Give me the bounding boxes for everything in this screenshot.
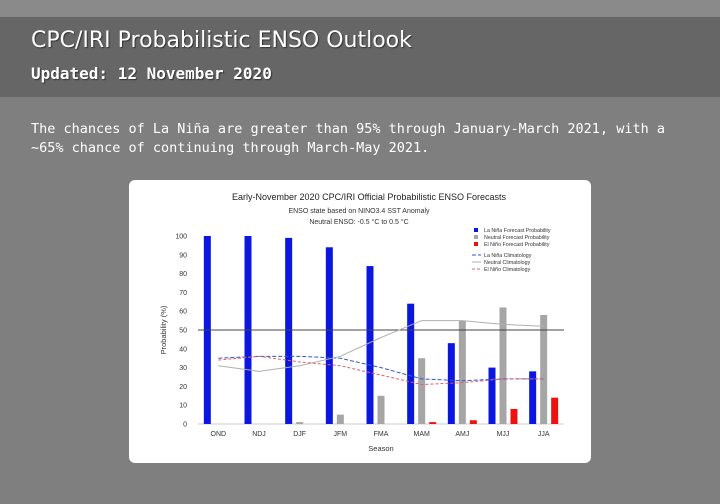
slide-title: CPC/IRI Probabilistic ENSO Outlook — [31, 28, 412, 53]
bar-la-nina — [285, 237, 293, 424]
y-tick-label: 100 — [175, 234, 187, 241]
bar-neutral — [540, 314, 548, 424]
x-tick-label: JJA — [538, 431, 550, 438]
bar-el-nino — [469, 420, 477, 424]
x-tick-label: DJF — [293, 431, 306, 438]
bar-la-nina — [488, 367, 496, 424]
y-tick-label: 10 — [179, 403, 187, 410]
slide-subtitle: Updated: 12 November 2020 — [31, 64, 272, 83]
bar-neutral — [377, 395, 385, 424]
bar-el-nino — [551, 397, 559, 424]
x-tick-label: JFM — [334, 431, 348, 438]
legend-label: Neutral Climatology — [484, 260, 531, 266]
legend-label: La Niña Forecast Probability — [484, 228, 551, 234]
slide-top-bar — [0, 0, 720, 17]
header-band — [0, 17, 720, 97]
body-text: The chances of La Niña are greater than … — [31, 121, 665, 156]
bar-neutral — [336, 414, 344, 424]
legend-label: Neutral Forecast Probability — [484, 235, 550, 241]
legend-swatch — [474, 242, 478, 246]
y-tick-label: 80 — [179, 271, 187, 278]
y-tick-label: 60 — [179, 309, 187, 316]
bar-la-nina — [325, 247, 333, 424]
chart-title: Early-November 2020 CPC/IRI Official Pro… — [232, 192, 506, 202]
chart-subtitle-2: Neutral ENSO: -0.5 °C to 0.5 °C — [309, 218, 408, 226]
bar-neutral — [296, 422, 304, 424]
enso-probability-chart: Early-November 2020 CPC/IRI Official Pro… — [159, 192, 564, 453]
bar-la-nina — [407, 303, 415, 424]
chart-subtitle-1: ENSO state based on NINO3.4 SST Anomaly — [288, 208, 430, 215]
y-tick-label: 70 — [179, 290, 187, 297]
chart-card: Early-November 2020 CPC/IRI Official Pro… — [129, 180, 591, 463]
x-tick-label: OND — [211, 431, 227, 438]
bar-neutral — [458, 320, 466, 424]
legend-label: La Niña Climatology — [484, 253, 532, 259]
y-tick-label: 30 — [179, 365, 187, 372]
legend-label: El Niño Forecast Probability — [484, 242, 550, 248]
legend-swatch — [474, 235, 478, 239]
line-la-nina-climatology — [218, 355, 544, 382]
y-axis-label: Probability (%) — [159, 305, 168, 354]
bar-neutral — [499, 307, 507, 424]
bar-el-nino — [429, 422, 437, 424]
x-tick-label: AMJ — [455, 431, 469, 438]
y-tick-label: 90 — [179, 252, 187, 259]
x-tick-label: MJJ — [497, 431, 510, 438]
legend-swatch — [474, 228, 478, 232]
x-tick-label: MAM — [413, 431, 430, 438]
y-tick-label: 20 — [179, 384, 187, 391]
y-tick-label: 0 — [183, 422, 187, 429]
line-neutral-climatology — [218, 320, 544, 372]
x-tick-label: FMA — [374, 431, 389, 438]
x-axis-label: Season — [368, 444, 393, 453]
plot-area: 0 10 20 30 40 50 60 70 80 90 100 OND NDJ DJF JFM FMA MAM… — [175, 234, 564, 438]
bar-el-nino — [510, 408, 518, 424]
legend-label: El Niño Climatology — [484, 267, 531, 273]
x-tick-label: NDJ — [252, 431, 266, 438]
y-tick-label: 40 — [179, 346, 187, 353]
bar-neutral — [418, 358, 426, 424]
bar-la-nina — [529, 371, 537, 424]
bar-la-nina — [366, 266, 374, 424]
y-tick-label: 50 — [179, 328, 187, 335]
